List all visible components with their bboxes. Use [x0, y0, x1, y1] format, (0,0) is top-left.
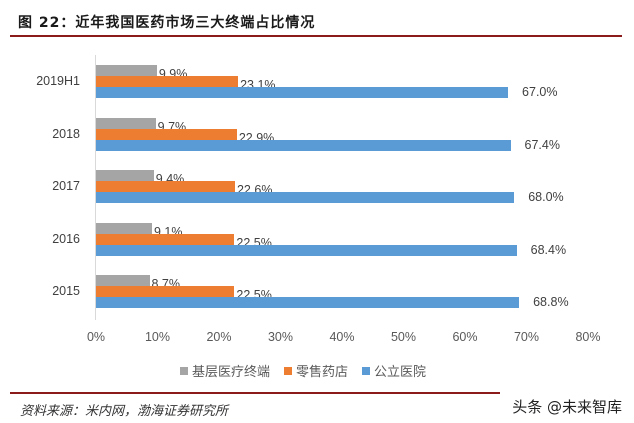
bar-orange [96, 128, 237, 140]
x-tick-label: 80% [575, 330, 601, 344]
figure-title: 图 22：近年我国医药市场三大终端占比情况 [18, 15, 316, 31]
category-label: 2019H1 [36, 74, 80, 88]
data-label: 68.4% [530, 242, 567, 257]
bar-gray [96, 222, 152, 234]
data-label: 68.8% [533, 295, 569, 309]
bar-blue [96, 139, 511, 151]
legend-label: 零售药店 [296, 365, 349, 380]
watermark: 头条 @未来智库 [512, 398, 622, 416]
bar-gray [96, 170, 154, 181]
source-rule [10, 392, 500, 394]
bar-orange [96, 76, 239, 87]
title-rule [10, 35, 622, 37]
x-tick-label: 60% [452, 330, 478, 344]
x-tick-label: 70% [513, 330, 540, 344]
data-label: 67.0% [522, 85, 558, 99]
category-label: 2017 [52, 179, 80, 193]
chart-legend: 基层医疗终端 零售药店 公立医院 [180, 361, 426, 380]
bar-orange [96, 286, 235, 297]
bar-blue [96, 192, 515, 203]
bar-blue [96, 297, 520, 308]
legend-item: 零售药店 [284, 361, 348, 380]
data-label: 68.0% [528, 190, 564, 204]
y-axis-line [95, 55, 96, 320]
data-label: 67.4% [524, 137, 560, 152]
legend-label: 公立医院 [374, 365, 427, 380]
bar-blue [96, 87, 509, 98]
source-note: 资料来源：米内网，渤海证券研究所 [20, 404, 229, 419]
category-label: 2015 [52, 284, 80, 298]
legend-item: 公立医院 [362, 361, 426, 380]
x-tick-label: 30% [267, 330, 294, 344]
category-label: 2016 [52, 231, 80, 246]
legend-item: 基层医疗终端 [180, 361, 270, 380]
x-tick-label: 10% [144, 330, 171, 344]
bar-gray [96, 275, 150, 286]
legend-swatch-icon [362, 366, 371, 375]
legend-swatch-icon [284, 366, 293, 375]
x-tick-label: 40% [329, 330, 355, 344]
x-tick-label: 0% [86, 330, 106, 344]
bar-gray [96, 117, 156, 129]
bar-blue [96, 244, 517, 256]
bar-orange [96, 233, 235, 245]
x-tick-label: 50% [390, 330, 417, 344]
category-label: 2018 [52, 126, 80, 141]
bar-gray [96, 65, 157, 76]
legend-swatch-icon [180, 366, 188, 375]
bar-orange [96, 181, 235, 192]
legend-label: 基层医疗终端 [192, 365, 271, 380]
x-tick-label: 20% [206, 330, 232, 344]
